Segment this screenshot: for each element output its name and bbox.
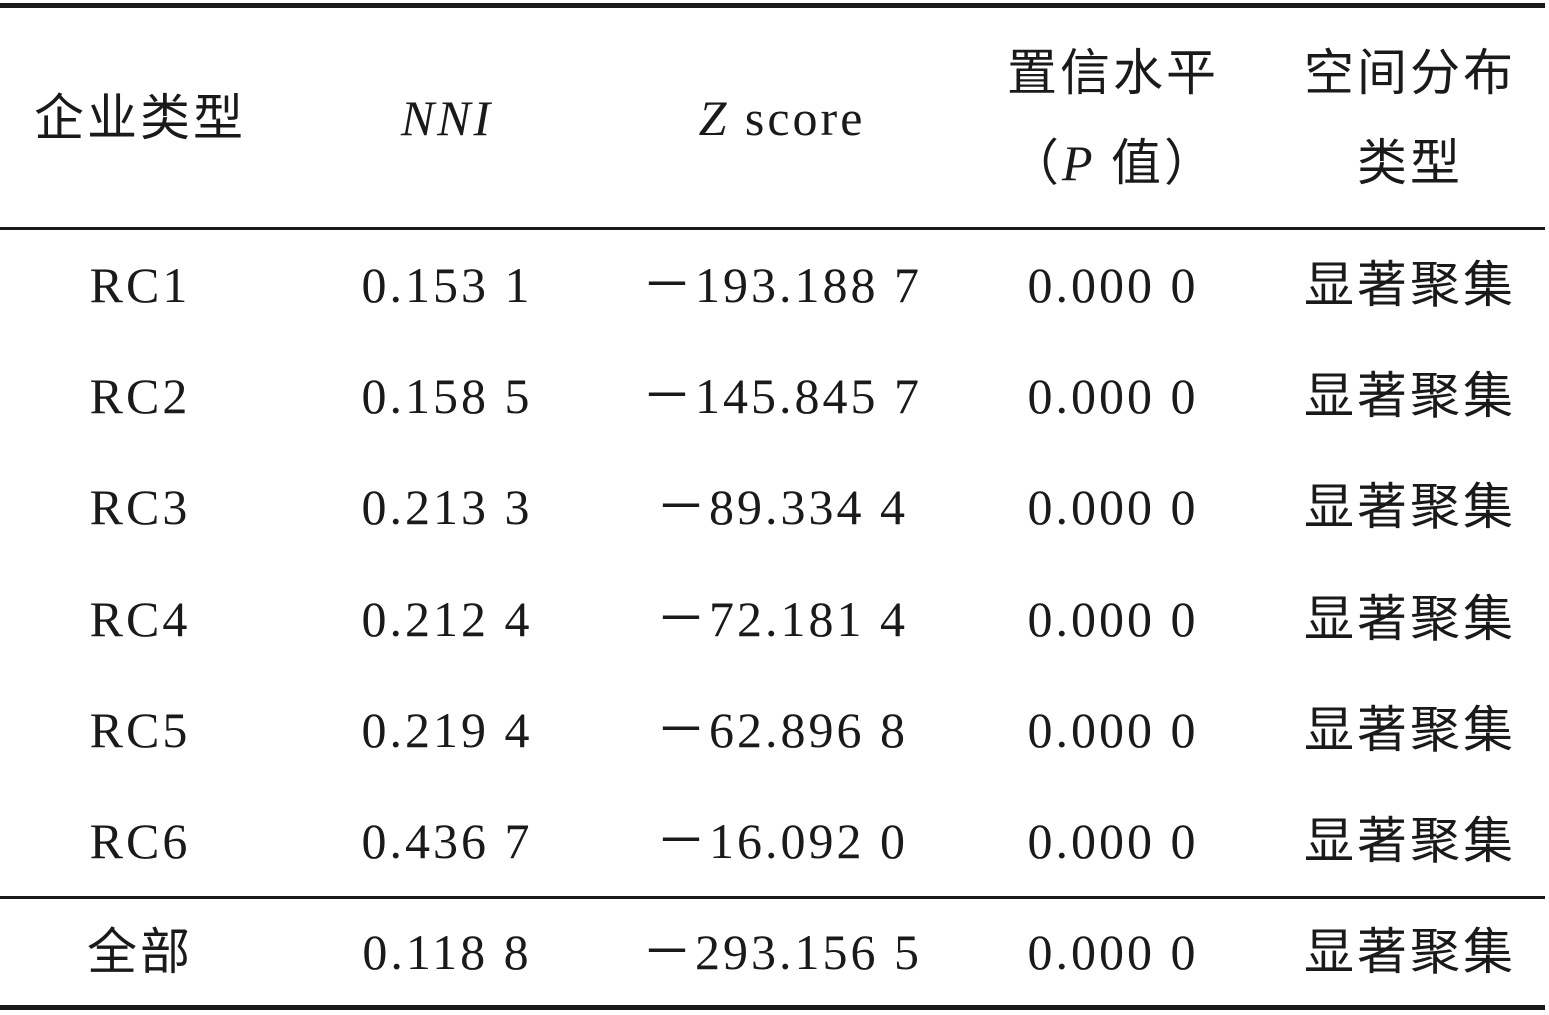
header-cell: 空间分布 类型	[1304, 28, 1516, 208]
header-text: NNI	[400, 90, 494, 146]
header-text: 企业类型	[34, 90, 246, 146]
header-line: （P 值）	[1007, 118, 1219, 208]
table-cell: 显著聚集	[1304, 701, 1516, 758]
table-cell: －293.156 5	[642, 924, 922, 980]
header-cell: Z score	[699, 73, 866, 163]
table-cell: 显著聚集	[1304, 590, 1516, 647]
header-line: 置信水平	[1007, 28, 1219, 118]
header-line: 企业类型	[34, 73, 246, 163]
table-cell: 0.000 0	[1027, 590, 1199, 647]
table-cell: －72.181 4	[656, 590, 908, 647]
table-cell: 0.158 5	[361, 368, 533, 425]
header-text: 置信水平	[1007, 45, 1219, 101]
header-line: Z score	[699, 73, 866, 163]
table-cell: 0.118 8	[362, 924, 532, 980]
header-text: 空间分布	[1304, 45, 1516, 101]
table-cell: －16.092 0	[656, 813, 908, 869]
table-cell: －193.188 7	[642, 257, 922, 313]
table-cell: 0.153 1	[361, 257, 533, 313]
header-line: 类型	[1304, 118, 1516, 208]
header-cell: NNI	[401, 73, 493, 163]
table-cell: 全部	[87, 924, 193, 980]
header-rule	[0, 227, 1545, 230]
table-cell: 0.000 0	[1027, 257, 1199, 313]
table-cell: 显著聚集	[1304, 924, 1516, 980]
table-cell: 0.000 0	[1027, 813, 1199, 869]
table-cell: 0.219 4	[361, 701, 533, 758]
table-cell: －145.845 7	[642, 368, 922, 425]
bottom-rule	[0, 1005, 1545, 1010]
header-text: 值）	[1095, 135, 1218, 191]
table-cell: 0.000 0	[1027, 368, 1199, 425]
header-line: NNI	[401, 73, 493, 163]
table-cell: RC1	[89, 257, 191, 313]
table-cell: －62.896 8	[656, 701, 908, 758]
table-cell: －89.334 4	[656, 479, 908, 536]
table-cell: 显著聚集	[1304, 257, 1516, 313]
table-cell: 显著聚集	[1304, 479, 1516, 536]
header-text: Z	[698, 90, 730, 146]
table-cell: 显著聚集	[1304, 813, 1516, 869]
header-text: P	[1061, 135, 1096, 191]
header-line: 空间分布	[1304, 28, 1516, 118]
table-cell: RC3	[89, 479, 191, 536]
header-text: 类型	[1357, 135, 1463, 191]
header-text: score	[729, 90, 866, 146]
header-text: （	[1008, 135, 1062, 191]
table-cell: 0.000 0	[1027, 479, 1199, 536]
header-cell: 置信水平 （P 值）	[1007, 28, 1219, 208]
table-cell: 0.436 7	[361, 813, 533, 869]
table-cell: RC6	[89, 813, 191, 869]
table-cell: RC4	[89, 590, 191, 647]
top-rule	[0, 3, 1545, 8]
table-cell: 0.213 3	[361, 479, 533, 536]
total-rule	[0, 896, 1545, 899]
table-cell: RC2	[89, 368, 191, 425]
header-cell: 企业类型	[34, 73, 246, 163]
table-cell: 0.212 4	[361, 590, 533, 647]
table-cell: RC5	[89, 701, 191, 758]
table-cell: 0.000 0	[1027, 701, 1199, 758]
table-cell: 0.000 0	[1027, 924, 1199, 980]
table-cell: 显著聚集	[1304, 368, 1516, 425]
